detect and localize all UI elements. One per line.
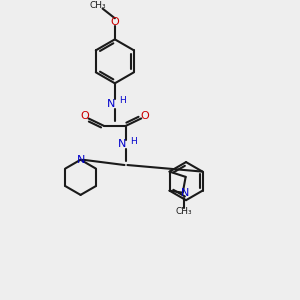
Text: O: O	[141, 110, 149, 121]
Text: CH₃: CH₃	[176, 207, 193, 216]
Text: O: O	[110, 17, 119, 27]
Text: N: N	[76, 155, 85, 165]
Text: CH₃: CH₃	[89, 2, 106, 10]
Text: N: N	[107, 99, 116, 109]
Text: O: O	[80, 110, 89, 121]
Text: N: N	[181, 188, 189, 198]
Text: H: H	[130, 136, 137, 146]
Text: N: N	[118, 139, 127, 149]
Text: H: H	[119, 96, 126, 105]
